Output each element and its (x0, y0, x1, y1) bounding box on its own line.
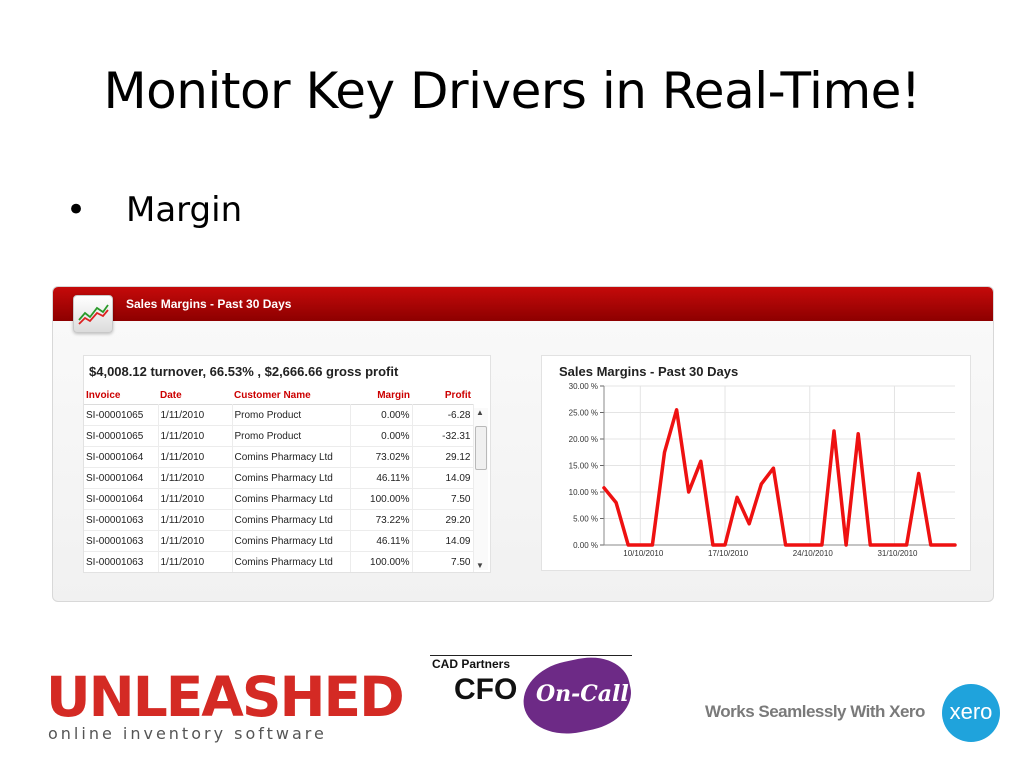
cell-invoice: SI-00001064 (84, 467, 159, 489)
cell-margin: 0.00% (350, 425, 413, 447)
cell-customer: Comins Pharmacy Ltd (232, 488, 351, 510)
cell-margin: 0.00% (350, 404, 413, 426)
column-header-margin[interactable]: Margin (377, 389, 410, 401)
unleashed-tagline: online inventory software (48, 724, 327, 743)
cell-invoice: SI-00001063 (84, 509, 159, 531)
margin-chart-card: Sales Margins - Past 30 Days 30.00 % 25.0… (541, 355, 971, 571)
cell-margin: 46.11% (350, 467, 413, 489)
widget-header: Sales Margins - Past 30 Days (53, 287, 993, 321)
cell-invoice: SI-00001063 (84, 551, 159, 572)
table-row[interactable]: SI-00001063 1/11/2010 Comins Pharmacy Ltd 4… (84, 530, 474, 552)
table-row[interactable]: SI-00001065 1/11/2010 Promo Product 0.00% -6… (84, 404, 474, 426)
table-header-row: Invoice Date Customer Name Margin Profit (84, 386, 473, 405)
x-tick-label: 10/10/2010 (623, 549, 664, 558)
table-scrollbar[interactable]: ▲ ▼ (474, 408, 488, 570)
table-row[interactable]: SI-00001063 1/11/2010 Comins Pharmacy Ltd 7… (84, 509, 474, 531)
column-header-customer[interactable]: Customer Name (234, 389, 311, 401)
column-header-date[interactable]: Date (160, 389, 182, 401)
cell-date: 1/11/2010 (158, 488, 233, 510)
table-row[interactable]: SI-00001064 1/11/2010 Comins Pharmacy Ltd 4… (84, 467, 474, 489)
y-tick-label: 15.00 % (569, 462, 598, 471)
trend-chart-icon (73, 295, 113, 333)
cell-customer: Comins Pharmacy Ltd (232, 509, 351, 531)
cell-invoice: SI-00001063 (84, 530, 159, 552)
unleashed-logo: UNLEASHED online inventory software (46, 668, 405, 748)
cell-date: 1/11/2010 (158, 404, 233, 426)
xero-badge: xero (942, 684, 1000, 742)
slide-title: Monitor Key Drivers in Real-Time! (103, 62, 921, 120)
y-tick-label: 5.00 % (573, 515, 598, 524)
margin-line-chart: 30.00 % 25.00 % 20.00 % 15.00 % 10.00 % 5.00 … (569, 382, 957, 558)
x-tick-label: 24/10/2010 (793, 549, 834, 558)
column-header-profit[interactable]: Profit (444, 389, 471, 401)
cell-invoice: SI-00001065 (84, 404, 159, 426)
cfo-wordmark: CFO (454, 673, 518, 706)
cell-profit: 7.50 (412, 551, 474, 572)
cell-invoice: SI-00001064 (84, 488, 159, 510)
cfo-oncall-text: On-Call (536, 681, 629, 707)
cfo-rule (430, 655, 632, 656)
xero-logo: Works Seamlessly With Xero xero (705, 680, 1005, 746)
cell-profit: 14.09 (412, 530, 474, 552)
chart-title: Sales Margins - Past 30 Days (559, 364, 739, 379)
unleashed-wordmark: UNLEASHED (46, 665, 405, 729)
y-tick-label: 10.00 % (569, 488, 598, 497)
y-tick-label: 20.00 % (569, 435, 598, 444)
table-row[interactable]: SI-00001064 1/11/2010 Comins Pharmacy Ltd 1… (84, 488, 474, 510)
table-row[interactable]: SI-00001063 1/11/2010 Comins Pharmacy Ltd 1… (84, 551, 474, 572)
bullet-text: Margin (126, 190, 243, 230)
turnover-summary: $4,008.12 turnover, 66.53% , $2,666.66 g… (89, 364, 399, 379)
margin-table-card: $4,008.12 turnover, 66.53% , $2,666.66 g… (83, 355, 491, 573)
y-tick-label: 0.00 % (573, 541, 598, 550)
cell-margin: 73.02% (350, 446, 413, 468)
cell-invoice: SI-00001065 (84, 425, 159, 447)
cell-date: 1/11/2010 (158, 425, 233, 447)
cell-profit: 29.12 (412, 446, 474, 468)
cell-margin: 100.00% (350, 551, 413, 572)
cfo-on-call-logo: CAD Partners CFO On-Call (430, 649, 638, 745)
sales-margins-widget: Sales Margins - Past 30 Days $4,008.12 t… (52, 286, 994, 602)
bullet-item: • Margin (66, 190, 242, 230)
cell-customer: Comins Pharmacy Ltd (232, 467, 351, 489)
cell-margin: 73.22% (350, 509, 413, 531)
cell-profit: 14.09 (412, 467, 474, 489)
scroll-up-icon[interactable]: ▲ (476, 408, 484, 417)
cell-margin: 46.11% (350, 530, 413, 552)
bullet-symbol: • (66, 190, 87, 230)
cell-profit: -32.31 (412, 425, 474, 447)
xero-tagline: Works Seamlessly With Xero (705, 702, 925, 721)
table-row[interactable]: SI-00001064 1/11/2010 Comins Pharmacy Ltd 7… (84, 446, 474, 468)
y-tick-label: 25.00 % (569, 409, 598, 418)
cfo-cad-partners: CAD Partners (432, 657, 511, 671)
invoice-table: Invoice Date Customer Name Margin Profit… (84, 386, 474, 572)
cell-customer: Promo Product (232, 404, 351, 426)
scroll-down-icon[interactable]: ▼ (476, 561, 484, 570)
cell-customer: Comins Pharmacy Ltd (232, 446, 351, 468)
cell-date: 1/11/2010 (158, 446, 233, 468)
cell-customer: Comins Pharmacy Ltd (232, 530, 351, 552)
column-header-invoice[interactable]: Invoice (86, 389, 121, 401)
x-tick-label: 17/10/2010 (708, 549, 749, 558)
cell-invoice: SI-00001064 (84, 446, 159, 468)
widget-header-title: Sales Margins - Past 30 Days (126, 297, 292, 311)
cell-date: 1/11/2010 (158, 551, 233, 572)
table-row[interactable]: SI-00001065 1/11/2010 Promo Product 0.00% -3… (84, 425, 474, 447)
margin-series-line (602, 408, 957, 547)
cell-profit: 7.50 (412, 488, 474, 510)
cell-profit: 29.20 (412, 509, 474, 531)
cell-customer: Promo Product (232, 425, 351, 447)
cell-date: 1/11/2010 (158, 509, 233, 531)
scroll-thumb[interactable] (475, 426, 487, 470)
cell-customer: Comins Pharmacy Ltd (232, 551, 351, 572)
x-tick-label: 31/10/2010 (877, 549, 918, 558)
cell-margin: 100.00% (350, 488, 413, 510)
y-tick-label: 30.00 % (569, 382, 598, 391)
cell-profit: -6.28 (412, 404, 474, 426)
cell-date: 1/11/2010 (158, 467, 233, 489)
cell-date: 1/11/2010 (158, 530, 233, 552)
